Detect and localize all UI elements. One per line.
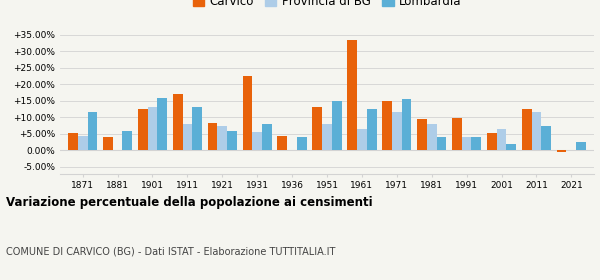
Text: Variazione percentuale della popolazione ai censimenti: Variazione percentuale della popolazione… bbox=[6, 196, 373, 209]
Bar bbox=[297, 137, 307, 150]
Bar bbox=[472, 137, 481, 150]
Bar bbox=[103, 137, 113, 150]
Bar bbox=[452, 118, 462, 150]
Bar bbox=[487, 133, 497, 150]
Bar bbox=[506, 144, 516, 150]
Bar bbox=[557, 150, 566, 152]
Bar bbox=[401, 99, 412, 150]
Bar bbox=[227, 130, 237, 150]
Bar bbox=[382, 101, 392, 150]
Bar bbox=[262, 124, 272, 150]
Bar bbox=[532, 112, 541, 150]
Bar bbox=[392, 112, 401, 150]
Bar bbox=[208, 123, 217, 150]
Bar bbox=[138, 109, 148, 150]
Bar bbox=[367, 109, 377, 150]
Bar bbox=[347, 39, 357, 150]
Bar bbox=[437, 137, 446, 150]
Bar bbox=[522, 109, 532, 150]
Bar bbox=[78, 136, 88, 150]
Bar bbox=[253, 132, 262, 150]
Bar bbox=[182, 124, 192, 150]
Bar bbox=[88, 112, 97, 150]
Bar bbox=[148, 108, 157, 150]
Bar bbox=[357, 129, 367, 150]
Bar bbox=[192, 108, 202, 150]
Bar bbox=[576, 142, 586, 150]
Bar bbox=[322, 124, 332, 150]
Bar bbox=[242, 76, 253, 150]
Bar bbox=[157, 98, 167, 150]
Bar bbox=[497, 129, 506, 150]
Bar bbox=[417, 119, 427, 150]
Legend: Carvico, Provincia di BG, Lombardia: Carvico, Provincia di BG, Lombardia bbox=[188, 0, 466, 13]
Bar bbox=[277, 136, 287, 150]
Text: COMUNE DI CARVICO (BG) - Dati ISTAT - Elaborazione TUTTITALIA.IT: COMUNE DI CARVICO (BG) - Dati ISTAT - El… bbox=[6, 246, 335, 256]
Bar bbox=[427, 124, 437, 150]
Bar bbox=[217, 126, 227, 150]
Bar bbox=[122, 131, 132, 150]
Bar bbox=[541, 126, 551, 150]
Bar bbox=[68, 133, 78, 150]
Bar bbox=[313, 108, 322, 150]
Bar bbox=[462, 137, 472, 150]
Bar bbox=[173, 94, 182, 150]
Bar bbox=[332, 101, 341, 150]
